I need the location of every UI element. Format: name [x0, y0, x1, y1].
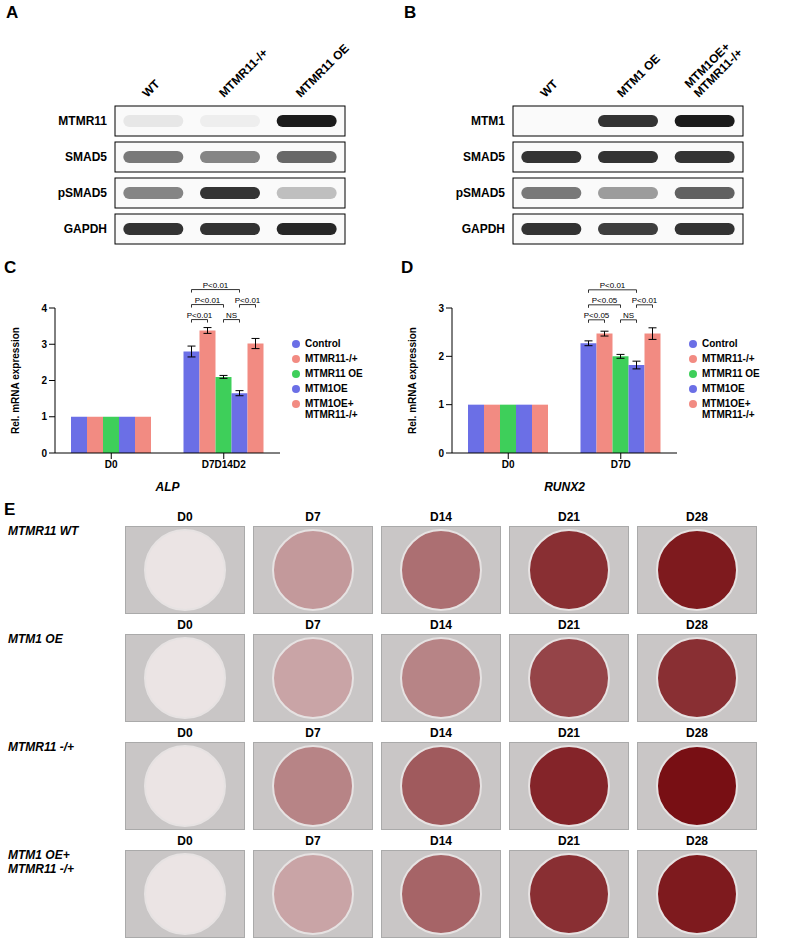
html-text:D28: D28 — [686, 726, 708, 740]
svg-text:3: 3 — [438, 303, 444, 314]
svg-text:3: 3 — [41, 339, 47, 350]
html-text:D: D — [401, 258, 414, 277]
html-text:Control: Control — [702, 338, 738, 349]
html-text:MTMR11 OE: MTMR11 OE — [702, 368, 760, 379]
html-text:MTMR11-/+: MTMR11-/+ — [305, 353, 358, 364]
html-text:MTMR11 -/+: MTMR11 -/+ — [8, 740, 75, 754]
svg-text:0: 0 — [41, 448, 47, 459]
svg-text:A: A — [6, 3, 18, 22]
html-text:D14: D14 — [430, 510, 452, 524]
html-text:D28: D28 — [686, 834, 708, 848]
html-text:D7: D7 — [305, 726, 321, 740]
html-text:D0: D0 — [177, 618, 193, 632]
html-text:D21: D21 — [558, 726, 580, 740]
svg-text:Rel. mRNA expression: Rel. mRNA expression — [10, 327, 21, 434]
svg-text:D7D: D7D — [611, 459, 631, 470]
svg-text:P<0.01: P<0.01 — [600, 281, 626, 290]
svg-text:pSMAD5: pSMAD5 — [58, 186, 108, 200]
html-text:D7: D7 — [305, 834, 321, 848]
html-text:D21: D21 — [558, 618, 580, 632]
svg-text:MTM1OE+MTMR11-/+: MTM1OE+MTMR11-/+ — [682, 36, 746, 100]
svg-text:2: 2 — [438, 351, 444, 362]
svg-text:P<0.01: P<0.01 — [203, 281, 229, 290]
html-text:MTM1 OE: MTM1 OE — [8, 632, 63, 646]
svg-text:P<0.01: P<0.01 — [195, 296, 221, 305]
svg-text:SMAD5: SMAD5 — [463, 150, 505, 164]
svg-text:0: 0 — [438, 448, 444, 459]
html-text:D7: D7 — [305, 618, 321, 632]
svg-text:2: 2 — [41, 375, 47, 386]
html-text:D0: D0 — [177, 834, 193, 848]
svg-text:1: 1 — [438, 399, 444, 410]
svg-text:GAPDH: GAPDH — [462, 222, 505, 236]
svg-text:MTM1 OE: MTM1 OE — [614, 52, 663, 101]
svg-text:WT: WT — [538, 77, 562, 101]
html-text:MTM1OE+ MTMR11-/+: MTM1OE+ MTMR11-/+ — [305, 398, 358, 420]
html-text:D14: D14 — [430, 618, 452, 632]
html-text:Control: Control — [305, 338, 341, 349]
svg-text:SMAD5: SMAD5 — [65, 150, 107, 164]
svg-text:GAPDH: GAPDH — [64, 222, 107, 236]
html-text:D21: D21 — [558, 834, 580, 848]
svg-text:Rel. mRNA expression: Rel. mRNA expression — [407, 327, 418, 434]
svg-text:D0: D0 — [105, 459, 118, 470]
svg-text:MTM1: MTM1 — [471, 114, 505, 128]
html-text:D28: D28 — [686, 618, 708, 632]
html-text:D21: D21 — [558, 510, 580, 524]
svg-text:ALP: ALP — [155, 480, 181, 494]
svg-text:P<0.01: P<0.01 — [632, 296, 658, 305]
svg-text:pSMAD5: pSMAD5 — [456, 186, 506, 200]
svg-text:P<0.01: P<0.01 — [187, 311, 213, 320]
svg-text:P<0.05: P<0.05 — [584, 311, 610, 320]
svg-text:D0: D0 — [502, 459, 515, 470]
html-text:D7: D7 — [305, 510, 321, 524]
html-text:D14: D14 — [430, 726, 452, 740]
html-text:D0: D0 — [177, 510, 193, 524]
html-text:MTM1OE: MTM1OE — [702, 383, 745, 394]
html-text:C: C — [4, 258, 17, 277]
html-text:E: E — [4, 500, 16, 519]
svg-text:MTMR11 OE: MTMR11 OE — [293, 41, 352, 100]
html-text:MTM1 OE+ MTMR11 -/+: MTM1 OE+ MTMR11 -/+ — [8, 848, 75, 876]
html-text:MTMR11-/+: MTMR11-/+ — [702, 353, 755, 364]
svg-text:B: B — [404, 3, 416, 22]
html-text:MTM1OE+ MTMR11-/+: MTM1OE+ MTMR11-/+ — [702, 398, 755, 420]
svg-text:4: 4 — [41, 303, 47, 314]
svg-text:P<0.05: P<0.05 — [592, 296, 618, 305]
svg-text:MTMR11: MTMR11 — [58, 114, 107, 128]
svg-text:P<0.01: P<0.01 — [235, 296, 261, 305]
svg-text:MTMR11-/+: MTMR11-/+ — [216, 46, 270, 100]
svg-text:1: 1 — [41, 411, 47, 422]
svg-text:D7D14D2: D7D14D2 — [202, 459, 246, 470]
html-text:MTM1OE: MTM1OE — [305, 383, 348, 394]
html-text:D28: D28 — [686, 510, 708, 524]
svg-text:WT: WT — [140, 77, 164, 101]
svg-text:NS: NS — [623, 311, 634, 320]
html-text:MTMR11 WT: MTMR11 WT — [8, 524, 79, 538]
svg-text:RUNX2: RUNX2 — [544, 480, 585, 494]
svg-text:NS: NS — [226, 311, 237, 320]
html-text:D14: D14 — [430, 834, 452, 848]
html-text:D0: D0 — [177, 726, 193, 740]
html-text:MTMR11 OE: MTMR11 OE — [305, 368, 363, 379]
